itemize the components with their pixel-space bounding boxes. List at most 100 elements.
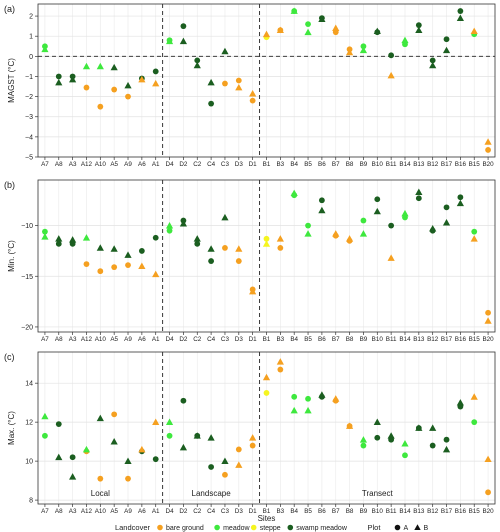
x-tick-label: A10 — [95, 336, 107, 343]
data-point-triangle — [429, 61, 437, 69]
data-point-triangle — [110, 245, 118, 252]
data-point-triangle — [318, 206, 326, 214]
data-point-circle — [208, 258, 215, 264]
panel-label: (b) — [4, 180, 15, 190]
y-axis-title: Min. (°C) — [7, 240, 16, 272]
x-tick-label: A5 — [110, 336, 118, 343]
y-tick-label: −5 — [25, 155, 33, 162]
data-point-triangle — [345, 422, 354, 429]
y-tick-label: 14 — [25, 381, 33, 388]
data-point-circle — [125, 93, 131, 100]
y-tick-label: 8 — [29, 498, 33, 505]
x-tick-label: A5 — [110, 508, 118, 515]
data-point-circle — [180, 397, 187, 404]
x-tick-label: A6 — [138, 161, 146, 168]
x-tick-label: A9 — [124, 161, 132, 168]
data-point-triangle — [165, 418, 174, 426]
data-point-circle — [55, 73, 62, 80]
data-point-circle — [402, 452, 408, 459]
data-point-triangle — [470, 27, 478, 35]
data-point-triangle — [221, 47, 229, 55]
data-point-circle — [360, 217, 367, 224]
x-tick-label: B17 — [441, 161, 453, 168]
legend-plot-title: Plot — [368, 523, 382, 532]
data-point-circle — [485, 489, 491, 496]
x-tick-label: C3 — [221, 161, 230, 168]
legend-plot-label-b: B — [424, 525, 429, 532]
data-point-triangle — [470, 235, 478, 242]
group-label-transect: Transect — [362, 489, 394, 498]
panel-b: −20 −15 −10 A7 A8 A3 A12 A10 A5 A9 A6 A1 D4 D2 C2 C4 C3 D… — [4, 179, 496, 343]
x-tick-label: B9 — [360, 508, 368, 515]
x-tick-label: D4 — [166, 508, 175, 515]
data-point-circle — [208, 464, 215, 470]
data-point-triangle — [235, 461, 243, 468]
panel-a: −5 −4 −3 −2 −1 0 1 2 A7 A8 A3 A12 A10 A5 A9 A6 A1 D4 D2 C2 C… — [4, 3, 496, 168]
x-tick-label: B12 — [427, 161, 439, 168]
data-point-triangle — [304, 230, 312, 237]
data-point-triangle — [69, 473, 77, 480]
x-tick-label: D3 — [235, 508, 244, 515]
legend-label-steppe: steppe — [260, 525, 281, 532]
x-tick-label: C4 — [207, 508, 216, 515]
data-point-circle — [443, 436, 450, 443]
data-point-triangle — [179, 37, 188, 45]
legend-label-swamp-meadow: swamp meadow — [296, 525, 348, 532]
data-point-triangle — [82, 234, 91, 241]
data-point-circle — [97, 103, 104, 110]
x-tick-label: B1 — [263, 161, 271, 168]
y-tick-label: −1 — [25, 74, 33, 81]
data-point-circle — [360, 43, 367, 50]
x-tick-label: B15 — [469, 508, 481, 515]
data-point-circle — [457, 8, 464, 14]
data-point-triangle — [193, 61, 201, 69]
legend: Landcover bare ground meadow steppe swamp me… — [115, 523, 429, 532]
data-point-circle — [235, 258, 242, 264]
x-tick-label: B10 — [372, 336, 384, 343]
data-point-circle — [42, 228, 48, 235]
group-label-landscape: Landscape — [192, 489, 232, 498]
data-point-triangle — [235, 83, 243, 91]
data-point-triangle — [165, 37, 174, 45]
data-point-circle — [249, 442, 256, 449]
y-tick-label: −4 — [25, 134, 33, 141]
data-point-triangle — [442, 46, 451, 54]
x-tick-label: B7 — [332, 336, 340, 343]
data-point-circle — [69, 454, 76, 461]
data-point-triangle — [276, 26, 284, 34]
data-point-triangle — [124, 81, 132, 89]
data-point-triangle — [193, 432, 201, 439]
data-point-triangle — [235, 245, 243, 252]
x-tick-label: B12 — [427, 336, 439, 343]
legend-shape-circle — [394, 524, 401, 531]
x-tick-label: D2 — [179, 161, 188, 168]
data-point-triangle — [152, 418, 160, 426]
legend-label-meadow: meadow — [223, 525, 250, 532]
data-point-triangle — [429, 424, 437, 431]
data-point-circle — [111, 411, 118, 418]
data-point-circle — [318, 197, 325, 204]
data-point-triangle — [456, 199, 464, 207]
x-tick-label: C2 — [193, 508, 202, 515]
x-tick-label: B5 — [304, 161, 312, 168]
x-tick-label: B6 — [318, 508, 326, 515]
data-point-triangle — [152, 79, 160, 87]
data-point-triangle — [290, 7, 298, 14]
x-tick-label: B3 — [276, 161, 284, 168]
data-point-circle — [97, 268, 104, 275]
panel-c: 8 10 12 14 A7 A8 A3 A12 A10 A5 A9 A6 A1 D4 D2 C2 C4 C3 D3 D… — [4, 351, 496, 515]
data-point-circle — [180, 23, 187, 30]
data-point-triangle — [221, 457, 229, 465]
data-point-circle — [97, 475, 104, 482]
data-point-triangle — [262, 240, 271, 247]
data-point-circle — [388, 222, 395, 229]
legend-swatch-meadow — [214, 524, 220, 531]
x-tick-label: B9 — [360, 161, 368, 168]
data-point-triangle — [124, 457, 132, 465]
x-tick-label: D2 — [179, 508, 188, 515]
data-point-circle — [152, 456, 159, 463]
x-tick-label: B16 — [455, 161, 467, 168]
data-point-triangle — [415, 188, 423, 196]
x-tick-label: D2 — [179, 336, 188, 343]
